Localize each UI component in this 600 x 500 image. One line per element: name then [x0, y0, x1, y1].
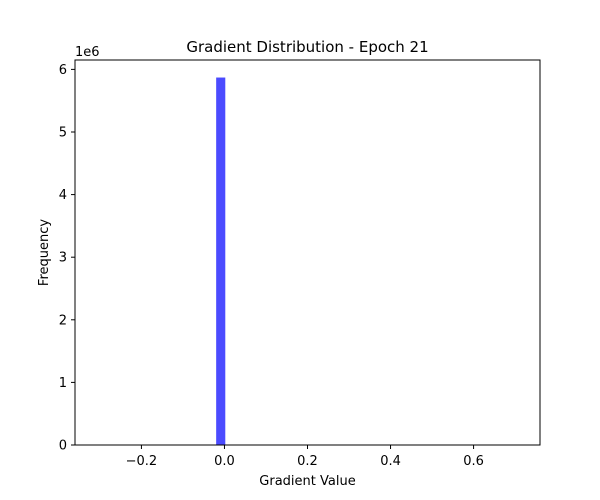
x-axis-ticks: −0.2 0.0 0.2 0.4 0.6	[126, 445, 484, 469]
y-tick-label: 6	[59, 63, 67, 78]
x-tick-label: 0.0	[214, 454, 235, 469]
y-tick-label: 4	[59, 188, 67, 203]
x-axis-label: Gradient Value	[259, 474, 355, 489]
y-multiplier-label: 1e6	[75, 45, 100, 60]
plot-frame	[74, 59, 541, 446]
x-tick-label: 0.4	[380, 454, 401, 469]
histogram-bar-0	[216, 77, 226, 446]
y-tick-label: 5	[59, 125, 67, 140]
x-tick-label: 0.2	[297, 454, 318, 469]
y-axis-label: Frequency	[37, 219, 52, 286]
chart-title: Gradient Distribution - Epoch 21	[186, 38, 428, 56]
bars-group	[216, 77, 226, 446]
y-tick-label: 0	[59, 439, 67, 454]
y-tick-label: 3	[59, 251, 67, 266]
x-tick-label: −0.2	[126, 454, 158, 469]
y-axis-ticks: 0 1 2 3 4 5 6	[59, 63, 75, 454]
y-tick-label: 2	[59, 313, 67, 328]
y-tick-label: 1	[59, 376, 67, 391]
x-tick-label: 0.6	[463, 454, 484, 469]
